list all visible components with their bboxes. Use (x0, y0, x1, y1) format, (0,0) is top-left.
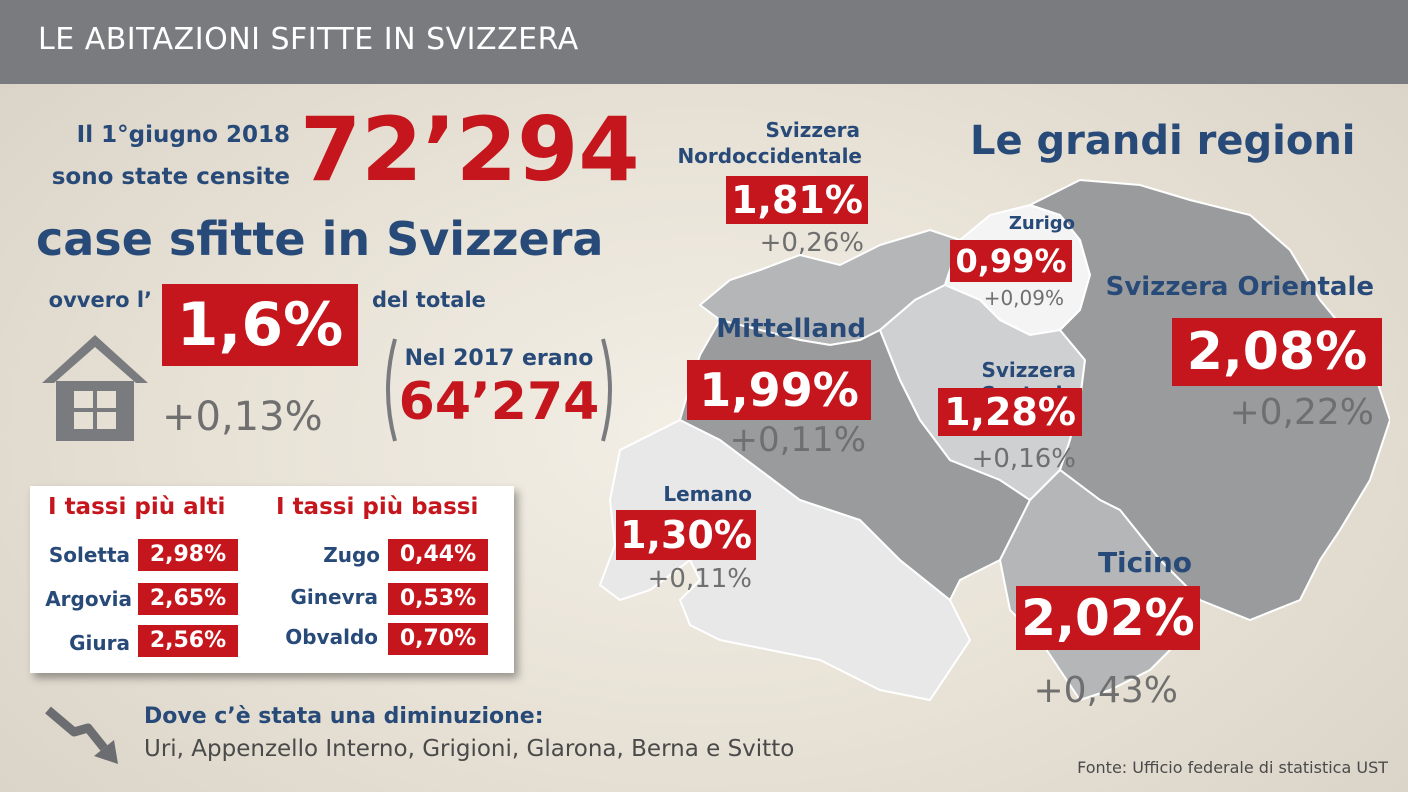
high-rate-value: 2,98% (138, 539, 238, 571)
region-change-mittelland: +0,11% (729, 420, 867, 460)
high-rate-name: Argovia (45, 587, 132, 611)
region-value-lemano: 1,30% (616, 510, 756, 560)
region-value-centrale: 1,28% (938, 388, 1082, 436)
low-rate-value: 0,44% (388, 539, 488, 571)
region-value-zurigo: 0,99% (950, 240, 1072, 282)
high-rates-title: I tassi più alti (48, 494, 226, 520)
bracket-right-icon (601, 338, 612, 442)
percent-total: 1,6% (162, 284, 358, 366)
low-rate-name: Ginevra (290, 585, 378, 609)
switzerland-map (598, 178, 1390, 702)
region-label-lemano: Lemano (663, 482, 752, 506)
region-label-nordoccidentale-line1: Svizzera (765, 118, 860, 142)
page-title: LE ABITAZIONI SFITTE IN SVIZZERA (38, 22, 579, 57)
intro-line2: sono state censite (51, 164, 290, 190)
decrease-list: Uri, Appenzello Interno, Grigioni, Glaro… (144, 736, 795, 762)
source-note: Fonte: Ufficio federale di statistica US… (1077, 758, 1388, 777)
prev-year-value: 64’274 (398, 372, 600, 432)
region-change-orientale: +0,22% (1229, 392, 1374, 433)
header-bar: LE ABITAZIONI SFITTE IN SVIZZERA (0, 0, 1408, 84)
low-rate-value: 0,53% (388, 583, 488, 615)
region-label-zurigo: Zurigo (1008, 213, 1075, 234)
map-title: Le grandi regioni (970, 118, 1356, 164)
region-change-lemano: +0,11% (647, 564, 752, 594)
house-icon (42, 335, 148, 441)
decrease-title: Dove c’è stata una diminuzione: (144, 704, 544, 729)
high-rate-name: Soletta (48, 543, 130, 567)
region-change-nordoccidentale: +0,26% (759, 228, 864, 258)
rates-table: I tassi più alti I tassi più bassi Solet… (30, 486, 514, 673)
region-change-zurigo: +0,09% (983, 286, 1064, 310)
high-rate-value: 2,65% (138, 583, 238, 615)
prev-year-label: Nel 2017 erano (404, 346, 594, 371)
low-rate-value: 0,70% (388, 623, 488, 655)
high-rate-name: Giura (69, 631, 130, 655)
region-value-nordoccidentale: 1,81% (726, 176, 868, 224)
intro-line3: case sfitte in Svizzera (36, 212, 604, 266)
big-number: 72’294 (300, 98, 640, 201)
region-change-centrale: +0,16% (971, 444, 1076, 474)
region-value-mittelland: 1,99% (687, 360, 871, 420)
region-value-orientale: 2,08% (1172, 318, 1382, 386)
low-rate-name: Zugo (323, 543, 380, 567)
intro-line1: Il 1°giugno 2018 (76, 122, 290, 148)
ovvero-label: ovvero l’ (48, 288, 152, 312)
high-rate-value: 2,56% (138, 625, 238, 657)
region-label-mittelland: Mittelland (716, 314, 866, 344)
change-total: +0,13% (162, 394, 323, 440)
low-rate-name: Obvaldo (285, 625, 378, 649)
region-change-ticino: +0,43% (1033, 670, 1178, 711)
region-value-ticino: 2,02% (1016, 586, 1200, 650)
arrow-down-right-icon (45, 706, 118, 764)
region-label-nordoccidentale-line2: Nordoccidentale (677, 144, 862, 168)
del-totale-label: del totale (372, 288, 486, 312)
low-rates-title: I tassi più bassi (276, 494, 479, 520)
region-label-orientale: Svizzera Orientale (1105, 272, 1374, 302)
bracket-left-icon (386, 338, 397, 442)
region-label-ticino: Ticino (1097, 546, 1192, 579)
